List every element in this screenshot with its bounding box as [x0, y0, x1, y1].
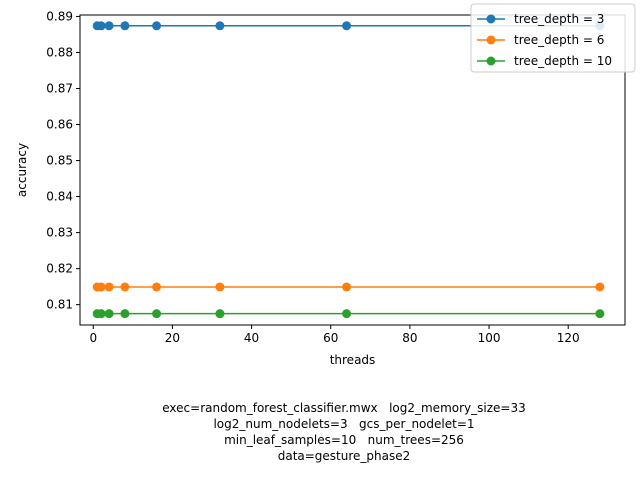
y-tick-label: 0.88 — [46, 45, 73, 59]
series-layer — [92, 21, 605, 319]
caption-line-2: log2_num_nodelets=3 gcs_per_nodelet=1 — [213, 417, 475, 431]
y-tick-label: 0.84 — [46, 190, 73, 204]
caption: exec=random_forest_classifier.mwx log2_m… — [0, 400, 640, 464]
legend-label-2: tree_depth = 6 — [514, 33, 604, 47]
y-axis-label: accuracy — [15, 143, 29, 197]
series-1-point — [342, 21, 352, 31]
legend-label-3: tree_depth = 10 — [514, 54, 612, 68]
y-tick-label: 0.81 — [46, 298, 73, 312]
x-tick-label: 80 — [402, 331, 417, 345]
y-tick-label: 0.82 — [46, 262, 73, 276]
series-3-point — [104, 309, 114, 319]
x-tick-label: 120 — [557, 331, 580, 345]
y-tick-label: 0.85 — [46, 154, 73, 168]
series-3-point — [215, 309, 225, 319]
series-2-point — [120, 282, 130, 292]
caption-line-4: data=gesture_phase2 — [277, 449, 411, 463]
legend-marker-2 — [486, 35, 496, 45]
legend-marker-1 — [486, 14, 496, 24]
series-1-point — [152, 21, 162, 31]
series-2-point — [104, 282, 114, 292]
caption-line-1: exec=random_forest_classifier.mwx log2_m… — [162, 401, 526, 415]
x-tick-label: 60 — [323, 331, 338, 345]
series-3-point — [152, 309, 162, 319]
x-tick-label: 100 — [478, 331, 501, 345]
series-1-point — [96, 21, 106, 31]
series-1-point — [120, 21, 130, 31]
x-tick-label: 0 — [89, 331, 97, 345]
series-2-point — [96, 282, 106, 292]
legend: tree_depth = 3 tree_depth = 6 tree_depth =… — [470, 3, 636, 73]
y-tick-label: 0.86 — [46, 118, 73, 132]
series-2-point — [152, 282, 162, 292]
series-1-point — [104, 21, 114, 31]
series-2-point — [595, 282, 605, 292]
series-3-point — [342, 309, 352, 319]
x-tick-label: 40 — [244, 331, 259, 345]
y-tick-label: 0.83 — [46, 226, 73, 240]
legend-marker-3 — [486, 56, 496, 66]
legend-box — [470, 3, 636, 73]
caption-line-3: min_leaf_samples=10 num_trees=256 — [224, 433, 464, 447]
series-3-point — [595, 309, 605, 319]
series-3-point — [96, 309, 106, 319]
x-tick-label: 20 — [165, 331, 180, 345]
series-1-point — [215, 21, 225, 31]
series-3-point — [120, 309, 130, 319]
ticks-layer: 0 20 40 60 80 100 120 0.81 0.82 0.83 0.84 0.85 0.86 0… — [46, 9, 579, 345]
x-axis-label: threads — [330, 353, 376, 367]
y-tick-label: 0.87 — [46, 81, 73, 95]
series-2-point — [342, 282, 352, 292]
plot-frame — [79, 14, 626, 326]
series-2-point — [215, 282, 225, 292]
y-tick-label: 0.89 — [46, 9, 73, 23]
legend-label-1: tree_depth = 3 — [514, 12, 604, 26]
